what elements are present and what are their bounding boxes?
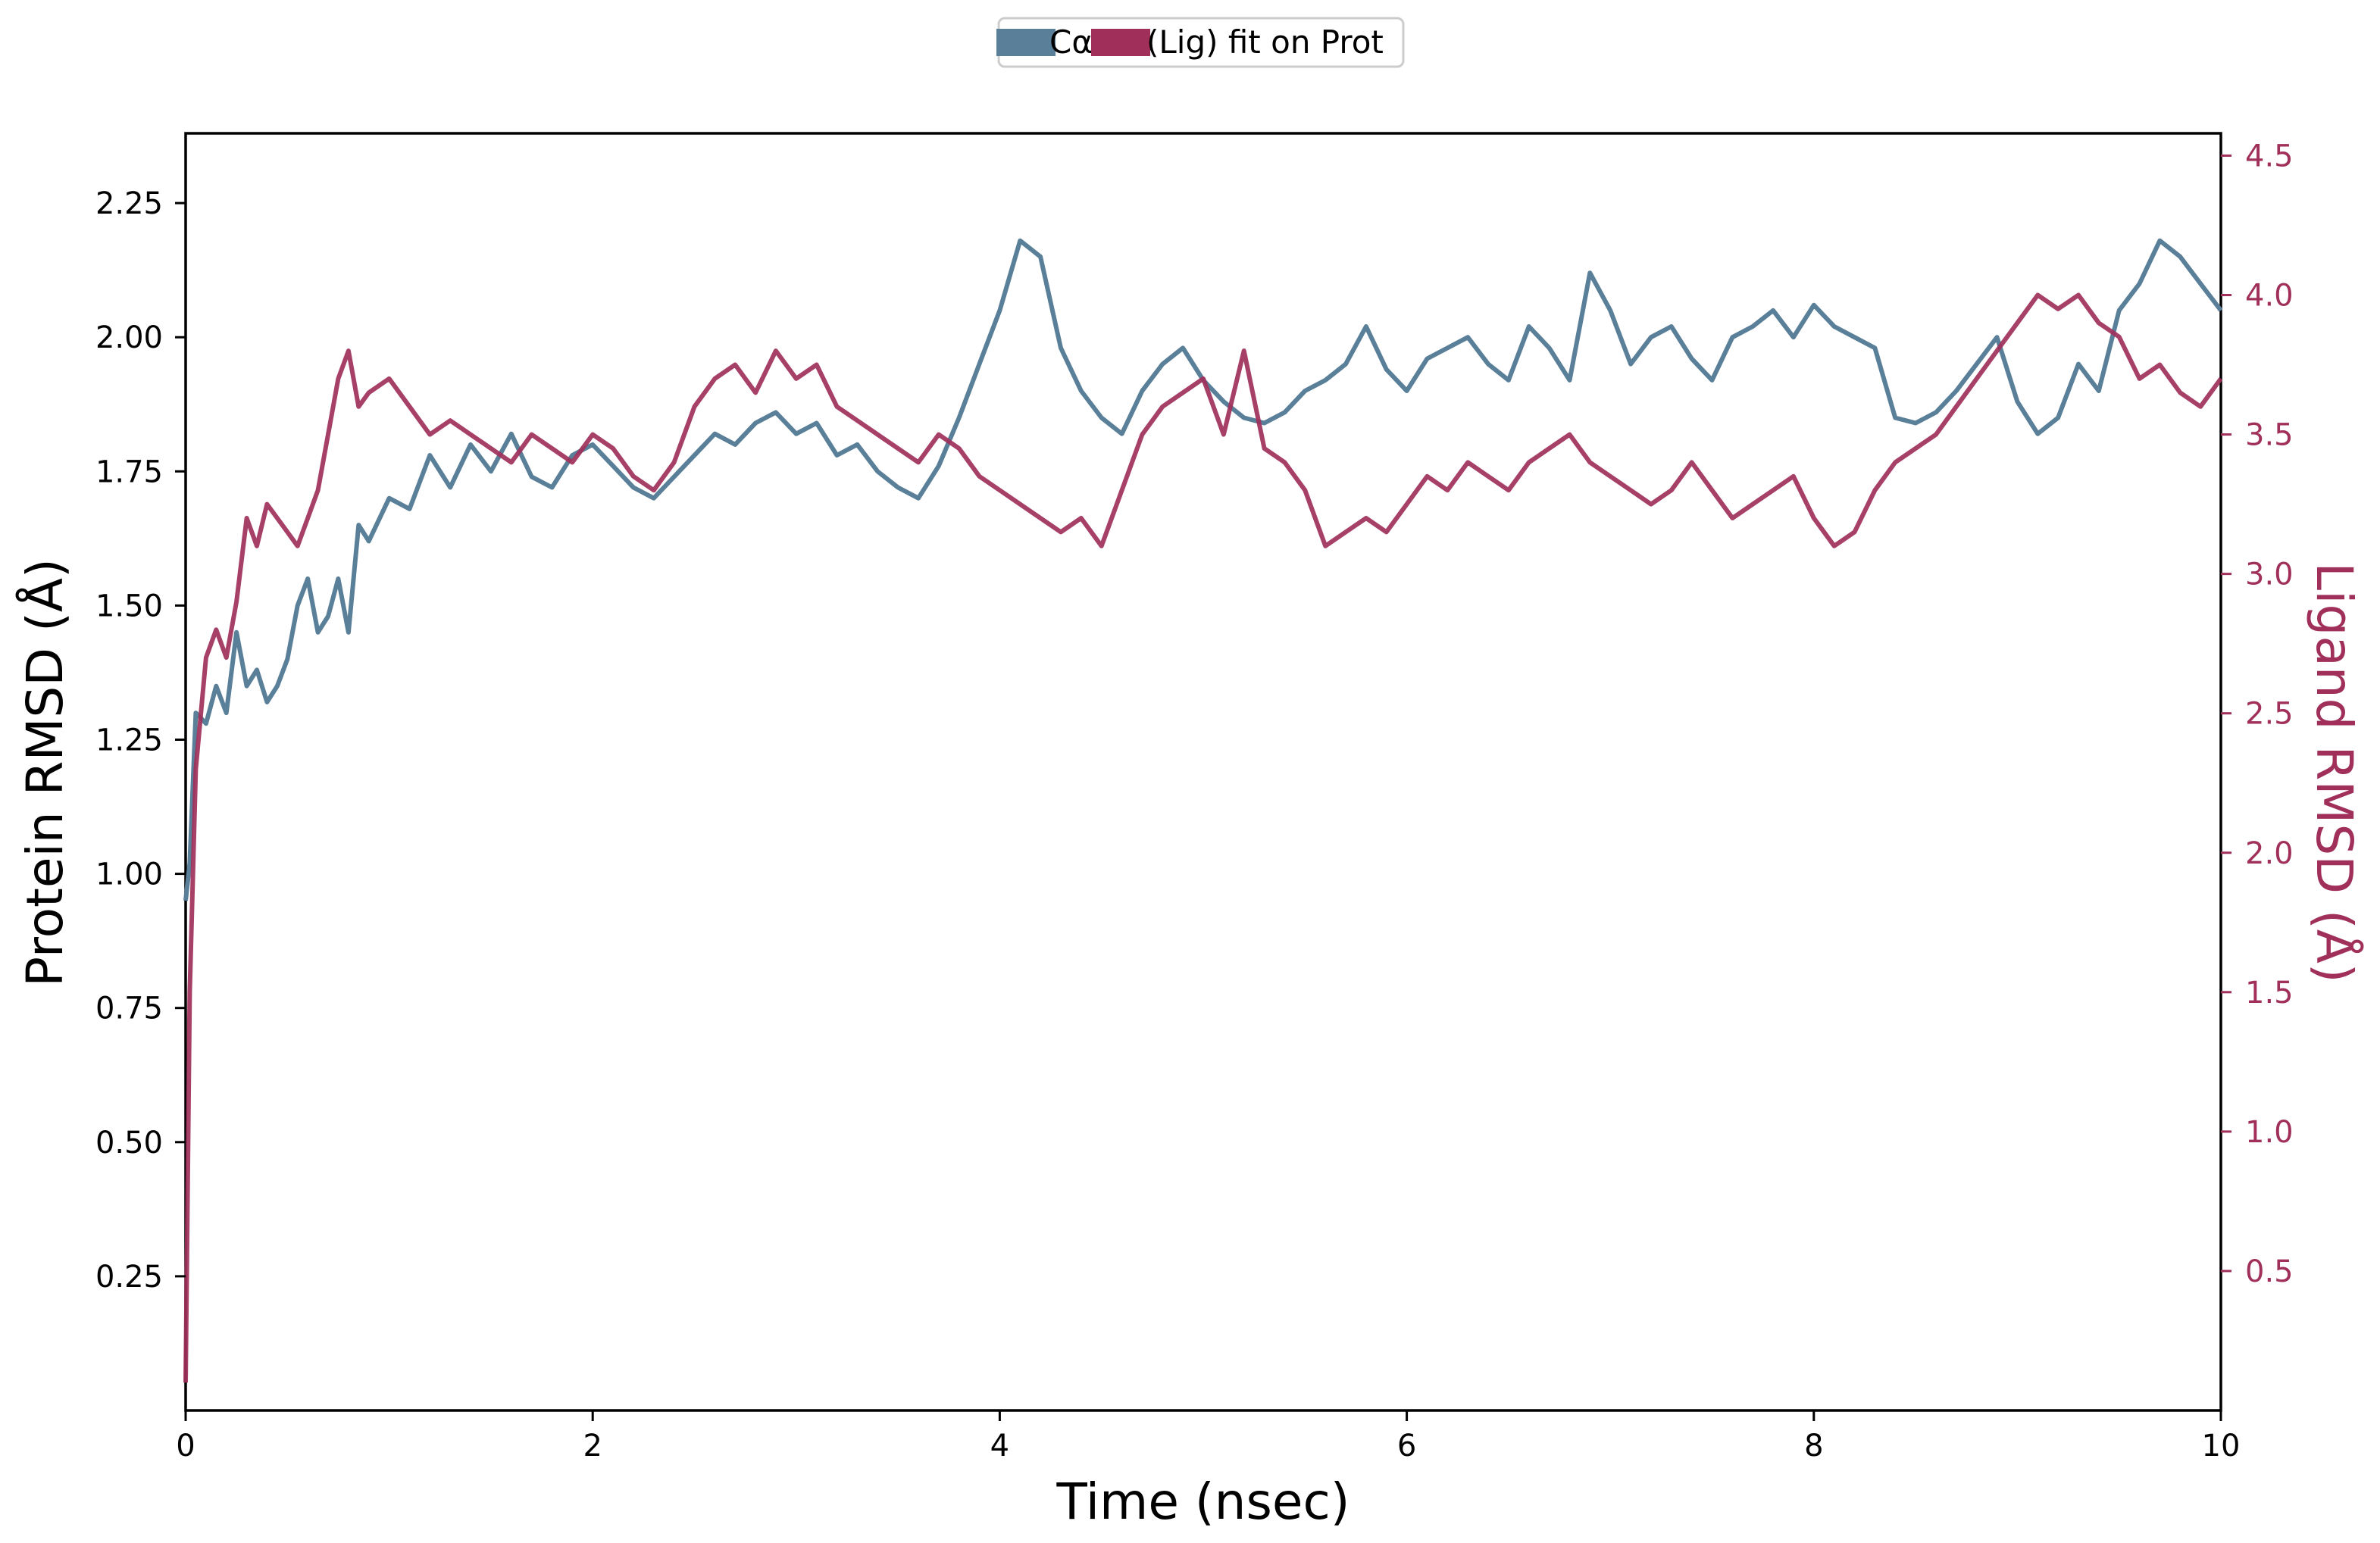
- y-left-tick-label: 1.25: [95, 723, 163, 757]
- y-right-tick-label: 2.5: [2245, 697, 2294, 732]
- y-left-tick-label: 1.50: [95, 589, 163, 623]
- y-axis-right-ticks: 0.5 1.0 1.5 2.0 2.5 3.0 3.5 4.0 4.5: [2221, 139, 2294, 1289]
- legend: Cα (Lig) fit on Prot: [996, 17, 1405, 68]
- y-right-tick-label: 1.5: [2245, 976, 2294, 1010]
- legend-swatch-protein: [996, 29, 1056, 56]
- y-right-tick-label: 2.0: [2245, 836, 2294, 871]
- y-left-tick-label: 1.75: [95, 454, 163, 489]
- y-axis-left-label: Protein RMSD (Å): [16, 558, 74, 986]
- x-tick-label: 2: [583, 1429, 602, 1463]
- x-axis-ticks: 0 2 4 6 8 10: [176, 1410, 2240, 1463]
- y-axis-left-ticks: 0.25 0.50 0.75 1.00 1.25 1.50 1.75 2.00 2.25: [95, 186, 186, 1295]
- series-line-protein: [183, 238, 2223, 901]
- legend-label-ligand: (Lig) fit on Prot: [1146, 23, 1384, 61]
- y-left-tick-label: 1.00: [95, 857, 163, 892]
- legend-swatch-ligand: [1091, 29, 1150, 56]
- y-left-tick-label: 0.75: [95, 992, 163, 1026]
- y-right-tick-label: 3.5: [2245, 418, 2294, 453]
- plot-area-frame: [184, 132, 2222, 1412]
- y-left-tick-label: 0.25: [95, 1260, 163, 1295]
- x-tick-label: 0: [176, 1429, 195, 1463]
- y-right-tick-label: 1.0: [2245, 1115, 2294, 1150]
- y-axis-right-label: Ligand RMSD (Å): [2305, 562, 2363, 982]
- y-left-tick-label: 2.00: [95, 320, 163, 355]
- y-left-tick-label: 0.50: [95, 1126, 163, 1160]
- x-axis-label: Time (nsec): [1056, 1473, 1350, 1531]
- y-left-tick-label: 2.25: [95, 186, 163, 221]
- x-tick-label: 4: [990, 1429, 1009, 1463]
- x-tick-label: 10: [2202, 1429, 2241, 1463]
- series-layer: [183, 238, 2223, 1383]
- legend-label-protein: Cα: [1049, 23, 1093, 61]
- y-right-tick-label: 0.5: [2245, 1254, 2294, 1289]
- x-tick-label: 8: [1804, 1429, 1823, 1463]
- y-right-tick-label: 3.0: [2245, 558, 2294, 592]
- y-right-tick-label: 4.5: [2245, 139, 2294, 173]
- y-right-tick-label: 4.0: [2245, 279, 2294, 314]
- series-line-ligand: [183, 292, 2223, 1383]
- x-tick-label: 6: [1397, 1429, 1416, 1463]
